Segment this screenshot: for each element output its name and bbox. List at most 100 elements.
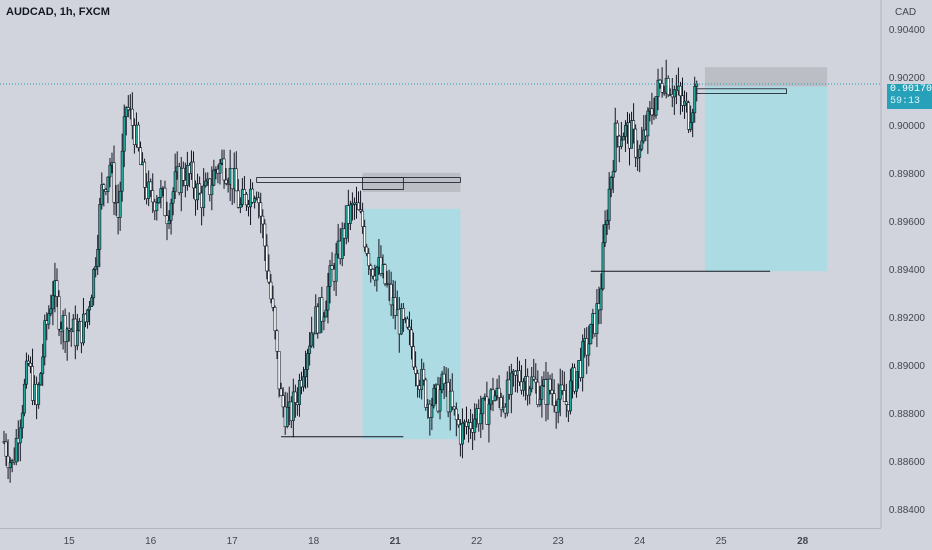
candle-body[interactable] (412, 346, 415, 368)
candle-body[interactable] (623, 125, 627, 137)
candle-body[interactable] (367, 253, 371, 266)
candle-body[interactable] (86, 309, 89, 323)
candle-body[interactable] (269, 281, 273, 300)
candle-body[interactable] (26, 360, 30, 364)
candle-body[interactable] (558, 384, 562, 400)
candle-body[interactable] (330, 265, 334, 270)
candle-body[interactable] (173, 171, 177, 192)
candle-body[interactable] (51, 295, 55, 310)
candle-body[interactable] (587, 343, 591, 356)
candle-body[interactable] (334, 253, 338, 282)
candle-body[interactable] (432, 387, 436, 406)
candle-body[interactable] (656, 79, 660, 97)
candle-body[interactable] (198, 183, 202, 194)
candle-body[interactable] (613, 122, 617, 172)
candle-body[interactable] (92, 269, 96, 299)
candle-body[interactable] (359, 209, 363, 212)
drawn-rectangle[interactable] (362, 177, 404, 191)
candle-body[interactable] (240, 189, 244, 205)
candle-body[interactable] (326, 286, 330, 311)
candle-body[interactable] (251, 188, 255, 203)
candle-body[interactable] (562, 390, 566, 402)
candle-body[interactable] (532, 376, 536, 380)
candle-body[interactable] (630, 120, 634, 149)
candle-body[interactable] (538, 399, 542, 405)
candle-body[interactable] (63, 315, 67, 343)
candle-body[interactable] (473, 418, 477, 433)
candle-body[interactable] (328, 265, 332, 287)
candle-body[interactable] (681, 95, 684, 106)
candle-body[interactable] (65, 328, 69, 343)
candle-body[interactable] (442, 373, 446, 384)
candle-body[interactable] (456, 419, 460, 426)
candle-body[interactable] (18, 427, 22, 444)
candle-body[interactable] (159, 188, 163, 198)
candle-body[interactable] (340, 228, 344, 260)
candle-body[interactable] (638, 148, 642, 158)
candle-body[interactable] (242, 189, 246, 195)
candle-body[interactable] (106, 176, 110, 192)
candle-body[interactable] (120, 150, 124, 192)
candle-body[interactable] (493, 395, 497, 401)
candle-body[interactable] (363, 226, 367, 248)
candle-body[interactable] (8, 462, 12, 469)
candle-body[interactable] (100, 184, 104, 205)
drawn-rectangle[interactable] (256, 177, 461, 183)
candle-body[interactable] (410, 329, 413, 347)
candle-body[interactable] (393, 297, 397, 316)
candle-body[interactable] (687, 102, 691, 130)
candle-body[interactable] (685, 100, 689, 104)
candle-body[interactable] (29, 362, 32, 367)
candle-body[interactable] (163, 187, 167, 216)
candle-body[interactable] (126, 107, 130, 111)
candle-body[interactable] (650, 108, 654, 116)
candle-body[interactable] (245, 193, 248, 206)
candle-body[interactable] (39, 373, 43, 386)
candle-body[interactable] (678, 85, 682, 97)
candle-body[interactable] (218, 162, 222, 174)
candle-body[interactable] (603, 224, 607, 243)
candle-body[interactable] (452, 406, 456, 410)
candle-body[interactable] (139, 147, 142, 165)
candle-body[interactable] (369, 265, 373, 270)
candle-body[interactable] (589, 323, 593, 345)
candle-body[interactable] (277, 351, 281, 390)
stop-zone[interactable] (704, 67, 828, 87)
candle-body[interactable] (528, 388, 532, 396)
candle-body[interactable] (322, 316, 326, 322)
candle-body[interactable] (6, 455, 10, 469)
candle-body[interactable] (88, 306, 92, 311)
candle-body[interactable] (399, 308, 403, 335)
candle-body[interactable] (108, 164, 112, 178)
candle-body[interactable] (640, 140, 644, 150)
candle-body[interactable] (621, 136, 625, 141)
candle-body[interactable] (615, 122, 619, 137)
candle-body[interactable] (595, 303, 599, 334)
candle-body[interactable] (82, 313, 85, 344)
candle-body[interactable] (634, 128, 638, 158)
candle-body[interactable] (41, 356, 45, 374)
candle-body[interactable] (654, 96, 658, 116)
candle-body[interactable] (57, 296, 61, 330)
candle-body[interactable] (357, 202, 360, 211)
candle-body[interactable] (267, 270, 271, 283)
candle-body[interactable] (47, 313, 51, 325)
candle-body[interactable] (660, 83, 664, 93)
candle-body[interactable] (259, 202, 263, 217)
candle-body[interactable] (253, 198, 257, 203)
candle-body[interactable] (605, 220, 609, 225)
candle-body[interactable] (67, 328, 71, 331)
candle-body[interactable] (20, 412, 24, 429)
candle-body[interactable] (271, 298, 275, 308)
candle-body[interactable] (522, 381, 526, 391)
drawn-rectangle[interactable] (696, 88, 787, 95)
candle-body[interactable] (98, 204, 102, 250)
candle-body[interactable] (491, 389, 495, 401)
candle-body[interactable] (509, 372, 513, 395)
candle-body[interactable] (481, 397, 485, 415)
candle-body[interactable] (691, 112, 695, 123)
symbol-title[interactable]: AUDCAD, 1h, FXCM (6, 6, 110, 18)
candle-body[interactable] (564, 401, 568, 405)
candle-body[interactable] (348, 204, 352, 224)
candle-body[interactable] (212, 169, 216, 186)
